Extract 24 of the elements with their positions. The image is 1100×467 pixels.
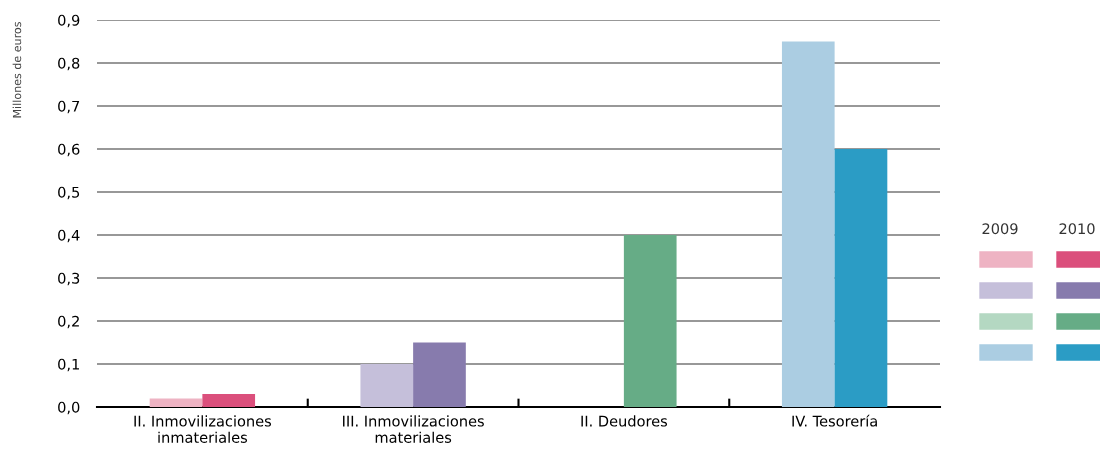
y-tick-label: 0,7 — [58, 100, 80, 114]
y-axis-title: Millones de euros — [12, 22, 22, 118]
bar — [834, 149, 888, 407]
text: 2010 — [1059, 223, 1095, 235]
bar — [781, 41, 835, 407]
x-tick-label: II. Deudores — [581, 415, 668, 427]
y-tick-label: 0,3 — [58, 272, 80, 286]
y-tick-label: 0,6 — [58, 143, 80, 157]
y-tick-label: 0,4 — [58, 229, 80, 243]
bar — [413, 342, 466, 407]
y-tick-label: 0,9 — [58, 14, 80, 28]
bar — [202, 394, 256, 407]
y-tick-label: 0,8 — [58, 57, 80, 71]
x-tick-label: IV. Tesorería — [792, 414, 877, 427]
y-tick-label: 0,5 — [58, 186, 80, 200]
bar — [623, 235, 677, 407]
bar — [149, 398, 203, 407]
y-tick-label: 0,0 — [58, 401, 80, 415]
text: 2009 — [982, 223, 1018, 235]
bar — [360, 364, 414, 407]
x-tick-label: III. Inmovilizaciones materiales — [343, 415, 484, 443]
y-tick-label: 0,2 — [58, 315, 79, 329]
x-tick-label: II. Inmovilizaciones inmateriales — [134, 415, 272, 443]
y-tick-label: 0,1 — [58, 358, 79, 372]
